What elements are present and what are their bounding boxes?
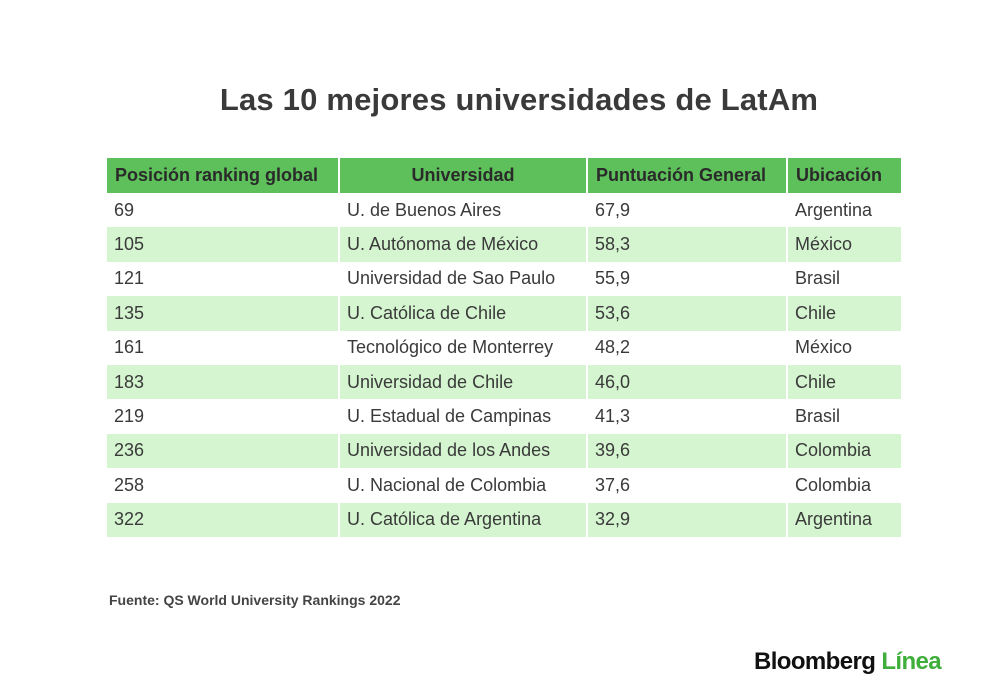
bloomberg-linea-logo: Bloomberg Línea: [754, 648, 942, 676]
column-header-location: Ubicación: [786, 158, 901, 193]
cell-university: U. Autónoma de México: [338, 227, 587, 262]
cell-score: 32,9: [586, 502, 787, 537]
cell-location: Brasil: [786, 261, 901, 297]
table-row: 161 Tecnológico de Monterrey 48,2 México: [107, 330, 901, 365]
cell-location: Chile: [786, 296, 901, 331]
cell-location: Brasil: [786, 399, 901, 434]
cell-position: 219: [114, 406, 145, 427]
table-row: 219 U. Estadual de Campinas 41,3 Brasil: [107, 399, 901, 434]
cell-location: México: [786, 227, 901, 262]
table-row: 105 U. Autónoma de México 58,3 México: [107, 227, 901, 262]
cell-position: 121: [114, 268, 145, 289]
cell-score: 48,2: [586, 330, 787, 365]
cell-score: 39,6: [586, 433, 787, 469]
table-header-row: Posición ranking global Universidad Punt…: [107, 158, 901, 193]
cell-position: 322: [107, 502, 339, 537]
cell-position: 161: [114, 337, 145, 358]
cell-university: U. de Buenos Aires: [338, 193, 587, 228]
column-header-position: Posición ranking global: [107, 158, 339, 193]
cell-score: 58,3: [586, 227, 787, 262]
cell-location: Argentina: [786, 502, 901, 537]
logo-suffix: Línea: [881, 648, 942, 675]
cell-position: 69: [114, 199, 135, 220]
table-row: 322 U. Católica de Argentina 32,9 Argentina: [107, 502, 901, 537]
ranking-table-container: Posición ranking global Universidad Punt…: [107, 158, 901, 537]
logo-brand: Bloomberg: [754, 648, 876, 675]
ranking-table: Posición ranking global Universidad Punt…: [107, 158, 901, 537]
cell-position: 183: [107, 364, 339, 400]
cell-university: U. Católica de Chile: [338, 296, 587, 331]
cell-university: U. Nacional de Colombia: [338, 468, 587, 503]
source-note: Fuente: QS World University Rankings 202…: [109, 592, 401, 608]
table-row: 69 U. de Buenos Aires 67,9 Argentina: [107, 193, 901, 228]
cell-score: 67,9: [586, 193, 787, 228]
chart-title: Las 10 mejores universidades de LatAm: [219, 82, 819, 117]
table-row: 121 Universidad de Sao Paulo 55,9 Brasil: [107, 261, 901, 297]
table-row: 258 U. Nacional de Colombia 37,6 Colombia: [107, 468, 901, 503]
cell-university: Universidad de Sao Paulo: [338, 261, 587, 297]
table-row: 135 U. Católica de Chile 53,6 Chile: [107, 296, 901, 331]
cell-university: U. Estadual de Campinas: [338, 399, 587, 434]
cell-position: 236: [107, 433, 339, 469]
table-row: 236 Universidad de los Andes 39,6 Colombia: [107, 433, 901, 469]
cell-university: U. Católica de Argentina: [338, 502, 587, 537]
cell-score: 41,3: [586, 399, 787, 434]
cell-university: Universidad de los Andes: [338, 433, 587, 469]
cell-university: Tecnológico de Monterrey: [338, 330, 587, 365]
cell-position: 105: [107, 227, 339, 262]
cell-position: 135: [107, 296, 339, 331]
column-header-university: Universidad: [338, 158, 587, 193]
cell-location: México: [786, 330, 901, 365]
cell-score: 37,6: [586, 468, 787, 503]
cell-location: Chile: [786, 364, 901, 400]
cell-score: 53,6: [586, 296, 787, 331]
cell-score: 55,9: [586, 261, 787, 297]
cell-location: Colombia: [786, 468, 901, 503]
cell-score: 46,0: [586, 364, 787, 400]
cell-location: Colombia: [786, 433, 901, 469]
cell-position: 258: [114, 474, 145, 495]
cell-university: Universidad de Chile: [338, 364, 587, 400]
table-body: 69 U. de Buenos Aires 67,9 Argentina 105 U. A…: [107, 193, 901, 537]
cell-location: Argentina: [786, 193, 901, 228]
table-row: 183 Universidad de Chile 46,0 Chile: [107, 364, 901, 400]
column-header-score: Puntuación General: [586, 158, 787, 193]
